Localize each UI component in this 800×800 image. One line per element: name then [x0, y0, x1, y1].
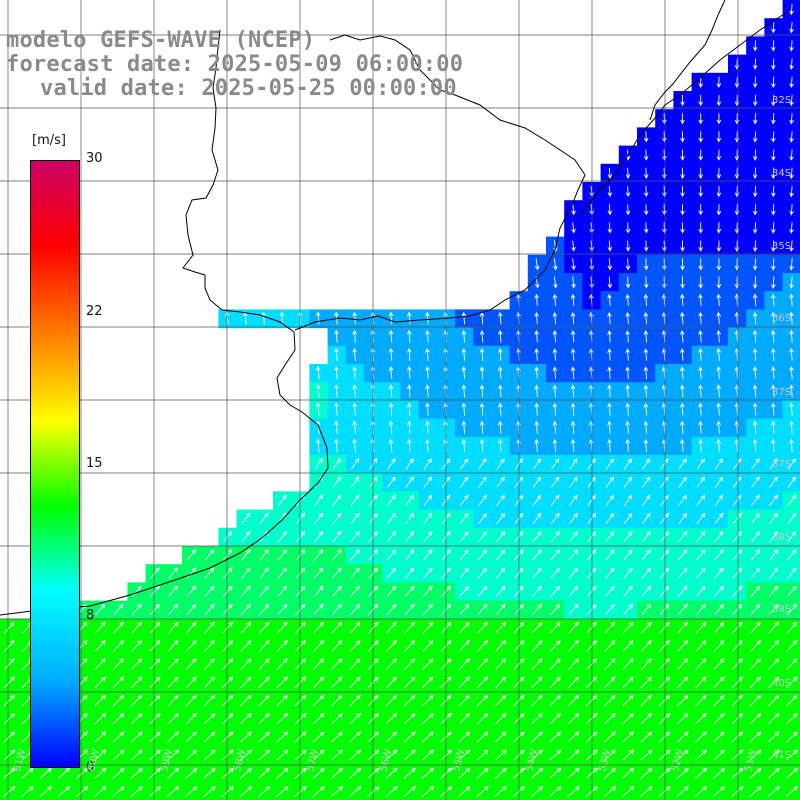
legend-unit: [m/s] — [32, 133, 66, 148]
lat-label: 36S — [772, 313, 791, 324]
lat-label: 37S — [772, 459, 791, 470]
title-valid-date: valid date: 2025-05-25 00:00:00 — [40, 76, 457, 101]
lat-label: 32S — [772, 95, 791, 106]
lat-label: 38S — [772, 532, 791, 543]
legend-tick-8: 8 — [86, 608, 94, 623]
legend-tick-22: 22 — [86, 304, 103, 319]
legend-tick-15: 15 — [86, 456, 103, 471]
color-legend — [30, 160, 80, 768]
legend-tick-30: 30 — [86, 151, 103, 166]
lat-label: 34S — [772, 168, 791, 179]
wind-cell — [783, 783, 800, 800]
title-forecast-date: forecast date: 2025-05-09 06:00:00 — [6, 52, 463, 77]
lat-label: 41S — [772, 750, 791, 761]
lat-label: 35S — [772, 241, 791, 252]
lat-label: 40S — [772, 678, 791, 689]
title-model: modelo GEFS-WAVE (NCEP) — [6, 28, 315, 53]
lat-label: 39S — [772, 604, 791, 615]
lat-label: 37S — [772, 387, 791, 398]
